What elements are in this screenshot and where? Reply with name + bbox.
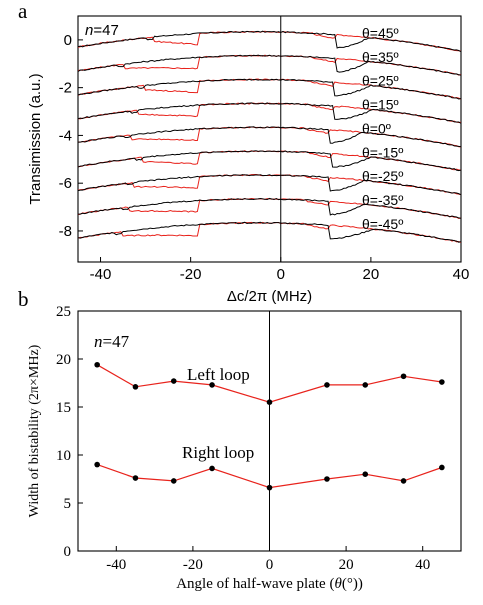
panel-b-series	[94, 361, 445, 491]
x-tick-label: 20	[363, 266, 380, 283]
x-tick-label: 20	[339, 557, 354, 573]
panel-b-ylabel: Width of bistability (2π×MHz)	[27, 344, 42, 517]
data-point	[362, 471, 369, 478]
trace-label: θ=-15º	[362, 144, 403, 160]
trace-up-sweep	[78, 150, 461, 172]
x-tick-label: 0	[266, 557, 274, 573]
panel-b-ticks: -40 -20 0 20 40 0 5 10 15 20 25	[56, 304, 430, 573]
data-point	[132, 384, 139, 390]
data-point	[400, 373, 407, 380]
y-tick-label: -2	[59, 80, 72, 97]
trace-label: θ=35º	[362, 49, 399, 65]
panel-b-xlabel: Angle of half-wave plate (θ(°))	[176, 576, 363, 592]
left-loop-label: Left loop	[187, 365, 250, 384]
trace-down-sweep	[78, 174, 461, 196]
y-tick-label: -8	[59, 223, 72, 240]
trace-down-sweep	[78, 54, 461, 76]
panel-a-annotation: n=47	[85, 22, 119, 39]
trace-label: θ=45º	[362, 25, 399, 41]
panel-a-label: a	[18, 0, 28, 23]
x-tick-label: 40	[415, 557, 430, 573]
data-point	[439, 464, 445, 471]
trace-label: θ=15º	[362, 97, 399, 113]
trace-up-sweep	[78, 102, 461, 124]
trace-label: θ=-35º	[362, 192, 403, 208]
y-tick-label: -4	[59, 127, 72, 144]
data-point	[400, 478, 407, 484]
data-point	[170, 378, 177, 384]
x-tick-label: 0	[277, 266, 285, 283]
panel-a-traces	[78, 30, 461, 243]
x-tick-label: -20	[183, 557, 203, 573]
data-point	[94, 361, 100, 368]
trace-label: θ=-25º	[362, 168, 403, 184]
right-loop-label: Right loop	[182, 443, 254, 462]
data-point	[209, 465, 215, 472]
y-tick-label: 5	[64, 496, 72, 512]
data-point	[266, 399, 273, 406]
panel-a-frame	[77, 15, 462, 263]
y-tick-label: 25	[56, 304, 71, 320]
y-tick-label: -6	[59, 175, 72, 192]
trace-label: θ=-45º	[362, 216, 403, 232]
trace-down-sweep	[78, 150, 461, 171]
trace-label: θ=0º	[362, 120, 391, 136]
panel-a-xlabel: Δc/2π (MHz)	[227, 288, 312, 305]
data-point	[324, 382, 330, 388]
x-tick-label: 40	[453, 266, 470, 283]
trace-up-sweep	[78, 126, 461, 148]
trace-up-sweep	[78, 78, 461, 100]
x-tick-label: -40	[90, 266, 112, 283]
y-tick-label: 0	[64, 32, 72, 49]
y-tick-label: 15	[56, 400, 71, 416]
trace-up-sweep	[78, 54, 461, 76]
y-tick-label: 20	[56, 352, 71, 368]
panel-b-label: b	[18, 287, 29, 311]
y-tick-label: 0	[64, 544, 72, 560]
trace-up-sweep	[78, 221, 461, 243]
trace-up-sweep	[78, 197, 461, 219]
panel-a-ticks: -40 -20 0 20 40 0 -2 -4 -6 -8	[59, 32, 470, 283]
data-point	[439, 379, 445, 385]
panel-b-annotation: n=47	[94, 332, 130, 351]
data-point	[94, 461, 100, 468]
data-point	[132, 475, 139, 481]
panel-b: b -40 -20 0 20 40 0 5 10 15 20 25 n=47 Left loop R…	[18, 287, 462, 592]
data-point	[362, 382, 369, 388]
panel-a-ylabel: Transimission (a.u.)	[27, 73, 44, 204]
trace-up-sweep	[78, 174, 461, 196]
panel-a: a -40 -20 0 20 400-2-4-6-8 θ=45ºθ=35ºθ=25ºθ=…	[18, 0, 469, 305]
trace-up-sweep	[78, 30, 461, 53]
x-tick-label: -20	[180, 266, 202, 283]
data-point	[209, 382, 215, 388]
y-tick-label: 10	[56, 448, 71, 464]
panel-a-trace-labels: θ=45º θ=35º θ=25º θ=15º θ=0º θ=-15º θ=-25º θ=-3…	[362, 25, 403, 232]
trace-label: θ=25º	[362, 73, 399, 89]
data-point	[266, 484, 273, 491]
data-point	[324, 476, 330, 482]
x-tick-label: -40	[106, 557, 126, 573]
data-point	[170, 478, 177, 484]
